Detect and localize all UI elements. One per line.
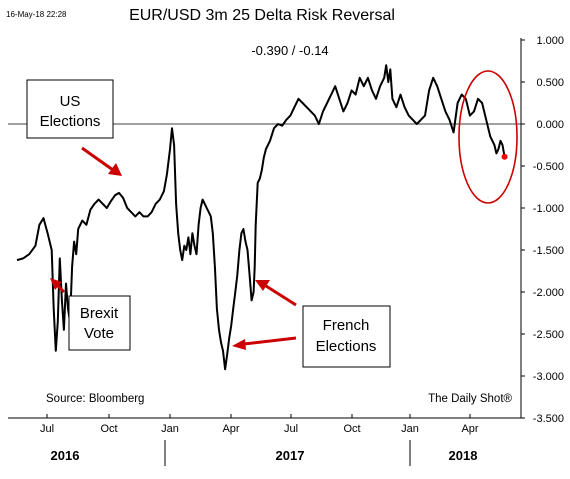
annotation-box [302,305,391,368]
brexit-vote-annotation: Brexit Vote [50,278,131,351]
x-tick-label: Jan [401,423,419,435]
x-tick-label: Jan [161,423,179,435]
latest-value-marker [501,153,508,160]
annotation-line: Brexit [80,305,119,322]
annotation-text: French Elections [316,317,377,355]
chart-subtitle: -0.390 / -0.14 [251,43,328,58]
arrow-head [50,278,62,290]
arrow-shaft [265,284,297,307]
year-label: 2017 [276,448,305,463]
x-tick-label: Oct [100,423,117,435]
annotation-line: Elections [40,113,101,130]
annotation-line: French [323,317,370,334]
y-tick-label: 0.500 [536,77,564,89]
y-tick-label: -1.000 [533,203,564,215]
annotation-line: Vote [84,325,114,342]
source-label: Source: Bloomberg [46,393,144,405]
x-tick-label: Oct [343,423,360,435]
chart-title: EUR/USD 3m 25 Delta Risk Reversal [129,7,395,24]
series-line [16,64,506,371]
y-tick-label: 0.000 [536,119,564,131]
annotation-text: Brexit Vote [80,305,119,342]
arrow-shaft [243,336,297,346]
arrow-shaft [81,146,114,172]
y-tick-label: -0.500 [533,161,564,173]
y-tick-label: -3.000 [533,371,564,383]
x-tick-label: Jul [40,423,54,435]
timestamp: 16-May-18 22:28 [6,10,67,19]
annotation-box [68,295,131,351]
x-tick-label: Jul [284,423,298,435]
y-axis-ticks: 1.000 0.500 0.000 -0.500 -1.000 -1.500 -2.000 -… [521,35,564,425]
arrow-head [108,163,122,176]
y-tick-label: 1.000 [536,35,564,47]
highlight-ellipse [458,70,518,204]
y-tick-label: -3.500 [533,413,564,425]
annotation-line: US [60,93,81,110]
year-label: 2018 [449,448,478,463]
x-tick-label: Apr [461,423,478,435]
y-tick-label: -1.500 [533,245,564,257]
y-tick-label: -2.500 [533,329,564,341]
annotation-line: Elections [316,338,377,355]
annotation-text: US Elections [40,93,101,130]
us-elections-annotation: US Elections [26,79,122,176]
year-row: 2016 2017 2018 [51,440,478,466]
x-tick-label: Apr [222,423,239,435]
arrow-head [232,339,246,350]
year-label: 2016 [51,448,80,463]
annotation-box [26,79,114,139]
y-tick-label: -2.000 [533,287,564,299]
arrow-head [255,280,270,291]
x-axis-ticks: Jul Oct Jan Apr Jul Oct Jan Apr [40,414,479,435]
credit-label: The Daily Shot® [428,393,512,405]
french-elections-annotation: French Elections [232,280,391,368]
